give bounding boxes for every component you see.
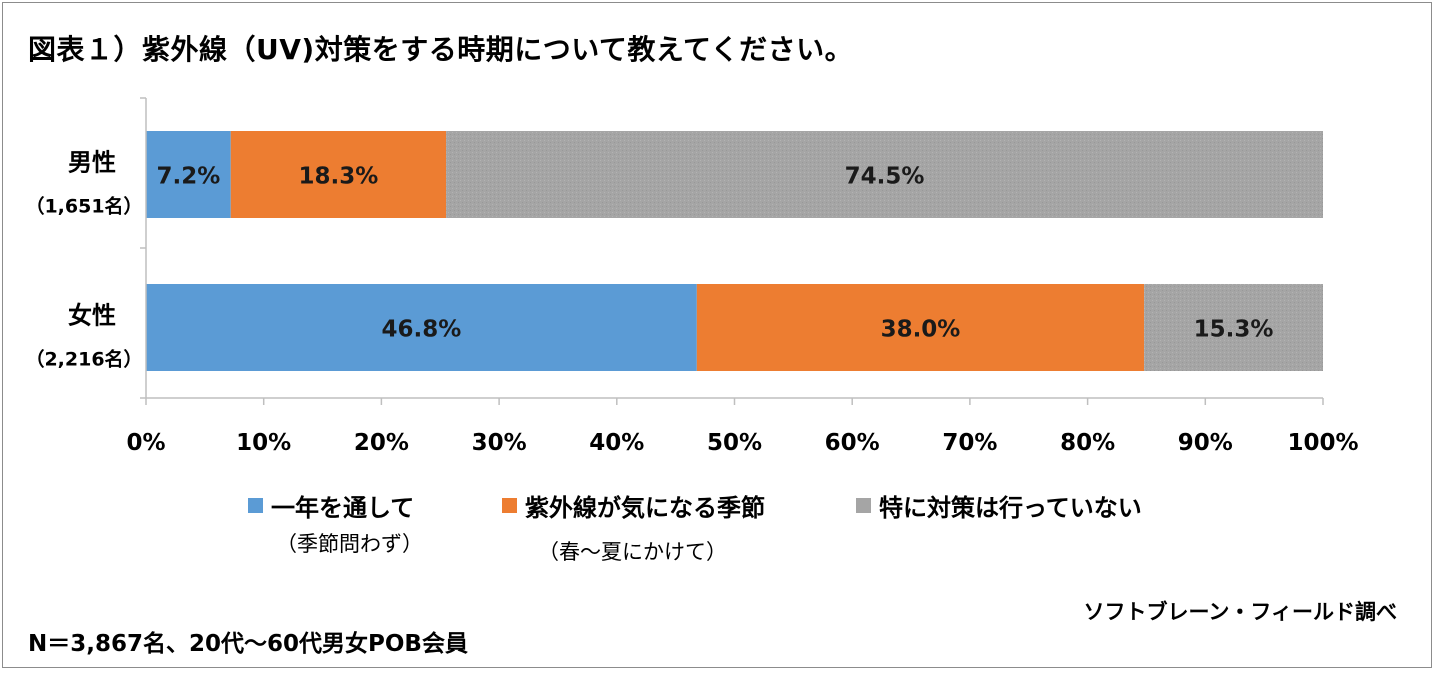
category-count: （2,216名） — [25, 348, 142, 371]
legend-item-no-measures: 特に対策は行っていない — [856, 488, 1142, 523]
bar-segment-0-2 — [446, 131, 1323, 218]
x-tick-label: 60% — [825, 430, 880, 456]
legend-sub-all-year: （季節問わず） — [276, 532, 423, 556]
data-label: 46.8% — [382, 317, 462, 343]
data-label: 7.2% — [156, 164, 220, 190]
x-tick-label: 90% — [1178, 430, 1233, 456]
data-label: 15.3% — [1194, 317, 1274, 343]
data-label: 18.3% — [299, 164, 379, 190]
bar-segment-1-1 — [696, 284, 1145, 371]
x-tick-label: 100% — [1287, 430, 1358, 456]
category-count: （1,651名） — [25, 195, 142, 218]
legend-swatch-orange — [502, 498, 517, 513]
x-tick-label: 0% — [126, 430, 165, 456]
chart-title: 図表１）紫外線（UV)対策をする時期について教えてください。 — [28, 33, 854, 66]
data-label: 74.5% — [845, 164, 925, 190]
sample-note: N＝3,867名、20代〜60代男女POB会員 — [28, 631, 468, 657]
legend-swatch-blue — [248, 498, 263, 513]
bar-segment-0-0 — [146, 131, 231, 218]
legend-item-uv-season: 紫外線が気になる季節 — [502, 488, 765, 523]
legend-item-all-year: 一年を通して — [248, 488, 414, 523]
legend-sub-uv-season: （春〜夏にかけて） — [538, 540, 727, 564]
bar-segment-1-2 — [1144, 284, 1323, 371]
x-tick-label: 40% — [589, 430, 644, 456]
category-label: 女性 — [68, 302, 116, 330]
legend-label: 一年を通して — [271, 494, 415, 522]
x-tick-label: 50% — [707, 430, 762, 456]
x-tick-label: 30% — [472, 430, 527, 456]
x-tick-label: 10% — [236, 430, 291, 456]
data-label: 38.0% — [881, 317, 961, 343]
x-tick-label: 80% — [1060, 430, 1115, 456]
legend-label: 紫外線が気になる季節 — [525, 494, 765, 522]
category-label: 男性 — [68, 149, 116, 177]
x-tick-label: 70% — [942, 430, 997, 456]
legend-swatch-gray — [856, 498, 871, 513]
x-tick-label: 20% — [354, 430, 409, 456]
source-credit: ソフトブレーン・フィールド調べ — [1083, 600, 1397, 624]
bar-segment-1-0 — [146, 284, 697, 371]
bar-segment-0-1 — [230, 131, 447, 218]
legend-label: 特に対策は行っていない — [879, 494, 1142, 522]
